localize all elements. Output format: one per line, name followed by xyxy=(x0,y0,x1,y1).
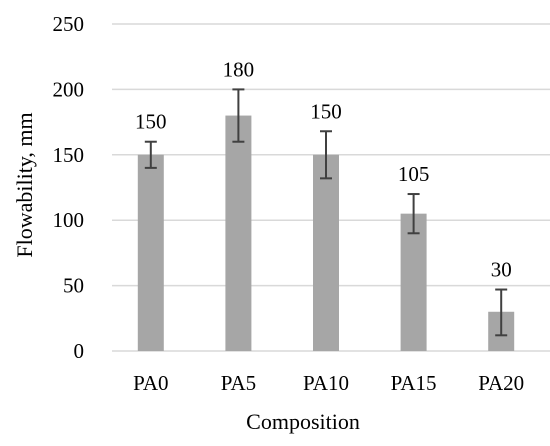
y-tick-label: 150 xyxy=(53,143,85,167)
error-bar xyxy=(232,88,245,143)
y-tick-label: 200 xyxy=(53,77,85,101)
x-tick-label: PA10 xyxy=(303,371,349,395)
error-bar xyxy=(407,193,420,235)
x-tick-labels: PA0 PA5 PA10 PA15 PA20 xyxy=(133,371,524,395)
y-tick-label: 0 xyxy=(74,339,85,363)
x-tick-label: PA15 xyxy=(391,371,437,395)
y-tick-label: 100 xyxy=(53,208,85,232)
data-label: 105 xyxy=(398,162,430,186)
error-bar xyxy=(144,140,157,169)
y-tick-labels: 0 50 100 150 200 250 xyxy=(53,12,85,363)
x-tick-label: PA20 xyxy=(478,371,524,395)
y-axis-title: Flowability, mm xyxy=(12,112,37,257)
data-labels: 150 180 150 105 30 xyxy=(135,57,512,281)
bar xyxy=(137,154,164,351)
y-tick-label: 50 xyxy=(63,274,84,298)
bar xyxy=(400,213,427,351)
x-axis-title: Composition xyxy=(246,409,360,434)
y-tick-label: 250 xyxy=(53,12,85,36)
bar xyxy=(313,154,339,351)
error-bar xyxy=(320,130,332,180)
data-label: 180 xyxy=(223,57,255,81)
data-label: 150 xyxy=(135,110,167,134)
data-label: 150 xyxy=(310,99,342,123)
bars xyxy=(137,115,515,351)
error-bar xyxy=(495,288,508,337)
x-tick-label: PA5 xyxy=(221,371,256,395)
bar xyxy=(225,115,252,351)
x-tick-label: PA0 xyxy=(133,371,168,395)
error-bars xyxy=(144,88,508,337)
data-label: 30 xyxy=(491,258,512,282)
